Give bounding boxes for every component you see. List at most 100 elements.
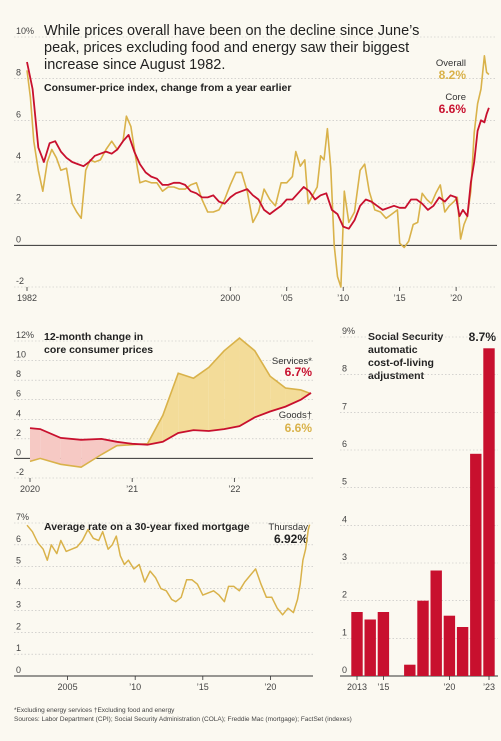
goods-gap-fill [162,373,179,442]
goods-gap-fill [193,367,209,432]
goods-gap-fill [239,338,255,427]
cpi-title-line-2: peak, prices excluding food and energy s… [44,40,409,56]
mortgage-annotation: Thursday [268,522,308,533]
y-tick-label: 4 [16,408,21,418]
goods-legend-value: 6.6% [285,421,313,435]
cola-bar-2014 [364,619,376,676]
cpi-series-lines [26,55,490,288]
cpi-title-line-3: increase since August 1982. [44,57,225,73]
mortgage-end-value: 6.92% [274,532,308,546]
x-tick-label: ’10 [129,682,141,692]
core-series-line [26,61,490,230]
cola-title-line-3: cost-of-living [368,357,434,369]
y-tick-label: 5 [342,477,347,487]
cola-bar-2017 [404,664,416,676]
mortgage-series-line [26,524,311,616]
y-tick-label: 0 [342,665,347,675]
mortgage-title: Average rate on a 30-year fixed mortgage [44,521,250,533]
cola-bar-2021 [456,627,469,676]
goods-gap-fill [270,376,286,412]
cola-bar-2023 [483,348,495,676]
cpi-subtitle: Consumer-price index, change from a year… [44,82,291,94]
overall-legend-value: 8.2% [439,68,467,82]
cpi-x-ticks: 1982’85’90’952000’05’10’15’20 [17,287,462,303]
overall-series-line [26,55,490,288]
y-tick-label: 3 [342,552,347,562]
core-components-y-ticks: 12% 10 8 6 4 2 0 -2 [16,330,34,477]
y-tick-label: -2 [16,276,24,286]
x-tick-label: 1982 [17,293,37,303]
y-tick-label: 2 [16,621,21,631]
y-tick-label: 8 [16,68,21,78]
cola-end-value: 8.7% [469,330,497,344]
cpi-panel: While prices overall have been on the de… [14,23,497,303]
y-tick-label: -2 [16,467,24,477]
cpi-title-line-1: While prices overall have been on the de… [44,23,419,39]
x-tick-label: ’15 [197,682,209,692]
x-tick-label: ’20 [443,682,455,692]
x-tick-label: 2005 [58,682,78,692]
goods-gap-fill [224,338,240,430]
x-tick-label: ’20 [450,293,462,303]
y-tick-label: 4 [16,151,21,161]
y-tick-label: 6 [342,439,347,449]
y-tick-label: 10 [16,350,26,360]
services-gap-fill [40,429,61,465]
x-tick-label: ’22 [228,484,240,494]
cola-panel: Social Security automatic cost-of-living… [340,326,498,692]
core-components-panel: 12-month change in core consumer prices … [14,330,313,494]
y-tick-label: 6 [16,534,21,544]
core-components-area [29,337,312,469]
x-tick-label: ’15 [377,682,389,692]
y-tick-label: 3 [16,599,21,609]
cola-bar-2018 [417,600,429,676]
goods-series-line [29,337,312,469]
core-legend-value: 6.6% [439,102,467,116]
cola-bar-2013 [351,612,363,676]
x-tick-label: ’15 [394,293,406,303]
services-gap-fill [30,428,41,462]
y-tick-label: 10% [16,26,34,36]
cola-title-line-2: automatic [368,344,418,356]
x-tick-label: ’21 [126,484,138,494]
cola-bar-2015 [377,612,390,676]
core-components-title-line-1: 12-month change in [44,331,143,343]
y-tick-label: 7% [16,512,29,522]
y-tick-label: 8 [16,369,21,379]
cola-title-line-1: Social Security [368,331,443,343]
services-gap-fill [60,437,82,468]
y-tick-label: 6 [16,109,21,119]
goods-gap-fill [285,387,301,407]
mortgage-panel: Average rate on a 30-year fixed mortgage… [14,512,313,692]
services-gap-fill [81,438,102,468]
services-legend-name: Services* [272,356,312,367]
y-tick-label: 8 [342,364,347,374]
y-tick-label: 4 [16,578,21,588]
x-tick-label: 2000 [220,293,240,303]
y-tick-label: 7 [342,401,347,411]
y-tick-label: 1 [16,643,21,653]
cola-y-ticks: 9% 8 7 6 5 4 3 2 1 0 [342,326,355,675]
x-tick-label: ’20 [264,682,276,692]
y-tick-label: 2 [342,590,347,600]
mortgage-x-ticks: 2005 ’10 ’15 ’20 [58,676,276,692]
y-tick-label: 2 [16,193,21,203]
cola-x-ticks: 2013 ’15 ’20 ’23 [347,676,495,692]
x-tick-label: 2013 [347,682,367,692]
y-tick-label: 0 [16,665,21,675]
cpi-gridlines [14,36,497,288]
mortgage-rate-line [26,524,311,616]
y-tick-label: 0 [16,234,21,244]
goods-gap-fill [254,350,271,418]
footnote: *Excluding energy services †Excluding fo… [14,707,175,714]
x-tick-label: ’05 [281,293,293,303]
x-tick-label: 2020 [20,484,40,494]
y-tick-label: 12% [16,330,34,340]
cola-title-line-4: adjustment [368,370,425,382]
cola-bar-2019 [430,570,442,676]
y-tick-label: 2 [16,428,21,438]
services-series-line [29,392,312,446]
core-legend-name: Core [445,92,466,103]
services-gap-fill [101,438,117,455]
